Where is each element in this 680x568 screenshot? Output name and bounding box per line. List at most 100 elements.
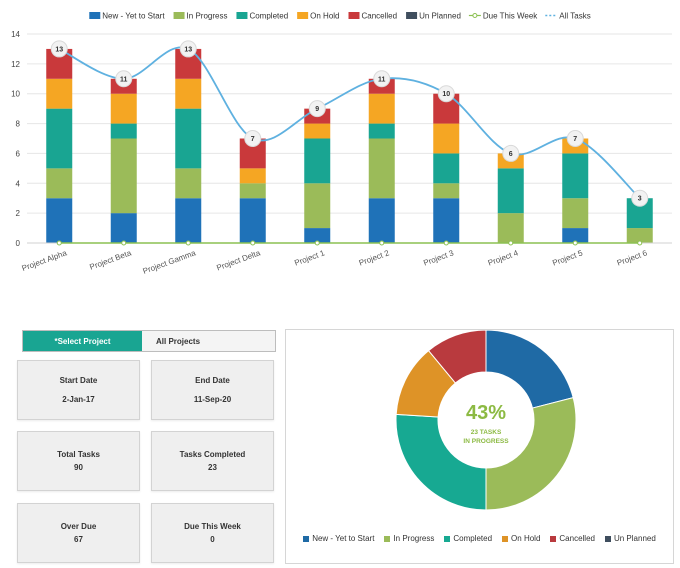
due-this-week-point[interactable] (637, 240, 643, 246)
legend-marker-due-this-week (472, 13, 478, 18)
bar-segment-completed[interactable] (497, 168, 524, 214)
legend-label-all-tasks: All Tasks (559, 12, 590, 21)
bar-segment-in-progress[interactable] (368, 138, 395, 199)
donut-slice-in-progress[interactable] (485, 397, 577, 511)
x-tick-label: Project Alpha (21, 248, 69, 273)
all-tasks-point[interactable] (631, 189, 649, 207)
x-tick-label: Project 3 (422, 248, 455, 267)
bar-segment-new-yet-to-start[interactable] (304, 228, 331, 243)
total-tasks-value: 90 (74, 463, 83, 472)
bar-segment-completed[interactable] (175, 108, 202, 169)
donut-slice-cancelled[interactable] (427, 330, 487, 384)
stacked-bar-chart: 0 2 4 6 8 10 12 14 13 11 13 7 9 11 10 6 7 3 Project Alpha P… (11, 12, 672, 276)
donut-legend: New - Yet to Start In Progress Completed On… (286, 534, 673, 543)
over-due-value: 67 (74, 535, 83, 544)
all-tasks-data-label: 11 (120, 76, 128, 83)
bar-segment-in-progress[interactable] (304, 183, 331, 229)
bar-segment-in-progress[interactable] (626, 228, 653, 243)
donut-center-value: 43% (466, 402, 506, 424)
donut-center-label: 23 TASKS (471, 429, 502, 436)
bar-segment-completed[interactable] (46, 108, 73, 169)
bar-segment-in-progress[interactable] (562, 198, 589, 229)
donut-legend-label: Completed (453, 534, 493, 543)
tab-select-project[interactable]: *Select Project (23, 331, 142, 351)
all-tasks-point[interactable] (566, 130, 584, 147)
all-tasks-point[interactable] (50, 40, 68, 58)
donut-slice-new-yet-to-start[interactable] (485, 330, 574, 409)
due-this-week-point[interactable] (250, 240, 256, 246)
donut-legend-item-new-yet-to-start: New - Yet to Start (303, 534, 374, 543)
x-tick-label: Project 5 (551, 248, 584, 267)
bar-segment-completed[interactable] (368, 123, 395, 139)
x-tick-label: Project Gamma (142, 248, 198, 276)
y-tick-label: 12 (11, 60, 20, 69)
status-donut-chart: 43% 23 TASKS IN PROGRESS (395, 330, 577, 511)
due-this-week-point[interactable] (508, 240, 514, 246)
donut-slice-completed[interactable] (395, 413, 487, 511)
donut-chart-panel: 43% 23 TASKS IN PROGRESS New - Yet to Star… (285, 329, 674, 564)
tasks-completed-card: Tasks Completed 23 (151, 431, 274, 491)
all-tasks-data-label: 6 (509, 151, 513, 158)
legend-label-cancelled: Cancelled (362, 12, 398, 21)
all-tasks-point[interactable] (373, 70, 391, 88)
bar-segment-completed[interactable] (110, 123, 137, 139)
bar-segment-new-yet-to-start[interactable] (175, 198, 202, 243)
end-date-label: End Date (195, 376, 230, 385)
bar-segment-in-progress[interactable] (497, 213, 524, 243)
bar-segment-in-progress[interactable] (239, 183, 266, 199)
bar-segment-in-progress[interactable] (433, 183, 460, 199)
bar-segment-on-hold[interactable] (175, 78, 202, 109)
all-tasks-data-label: 11 (378, 76, 386, 83)
all-tasks-point[interactable] (308, 100, 326, 118)
donut-legend-swatch (502, 535, 509, 542)
bar-segment-new-yet-to-start[interactable] (433, 198, 460, 243)
tasks-completed-value: 23 (208, 463, 217, 472)
x-tick-label: Project 2 (358, 248, 391, 267)
all-tasks-point[interactable] (179, 40, 197, 58)
y-tick-label: 4 (16, 179, 21, 188)
x-tick-label: Project 4 (487, 248, 520, 267)
bar-segment-new-yet-to-start[interactable] (562, 228, 589, 243)
end-date-value: 11-Sep-20 (193, 395, 232, 404)
bar-segment-on-hold[interactable] (304, 123, 331, 139)
x-tick-label: Project 6 (616, 248, 649, 267)
bar-segment-in-progress[interactable] (175, 168, 202, 199)
bar-segment-new-yet-to-start[interactable] (239, 198, 266, 243)
donut-legend-item-in-progress: In Progress (384, 534, 434, 543)
bar-segment-on-hold[interactable] (46, 78, 73, 109)
bar-segment-in-progress[interactable] (46, 168, 73, 199)
bar-segment-on-hold[interactable] (110, 93, 137, 124)
tab-all-projects[interactable]: All Projects (156, 336, 201, 346)
due-this-week-point[interactable] (56, 240, 62, 246)
y-tick-label: 6 (16, 149, 21, 158)
due-this-week-point[interactable] (185, 240, 191, 246)
all-tasks-point[interactable] (115, 70, 133, 88)
x-tick-label: Project 1 (293, 248, 326, 267)
all-tasks-point[interactable] (437, 85, 455, 103)
bar-segment-completed[interactable] (562, 153, 589, 199)
total-tasks-label: Total Tasks (57, 450, 100, 459)
due-this-week-point[interactable] (572, 240, 578, 246)
all-tasks-point[interactable] (244, 130, 262, 147)
total-tasks-card: Total Tasks 90 (17, 431, 140, 491)
project-selector-tabs: *Select Project All Projects (22, 330, 276, 352)
y-tick-label: 0 (16, 239, 21, 248)
bar-segment-new-yet-to-start[interactable] (110, 213, 137, 243)
y-tick-label: 14 (11, 30, 20, 39)
bar-segment-new-yet-to-start[interactable] (46, 198, 73, 243)
over-due-card: Over Due 67 (17, 503, 140, 563)
bar-segment-in-progress[interactable] (110, 138, 137, 214)
bar-segment-completed[interactable] (433, 153, 460, 184)
bar-segment-on-hold[interactable] (368, 93, 395, 124)
bar-segment-completed[interactable] (304, 138, 331, 184)
due-this-week-point[interactable] (121, 240, 127, 246)
due-this-week-point[interactable] (314, 240, 320, 246)
bar-segment-on-hold[interactable] (433, 123, 460, 154)
y-tick-label: 8 (16, 120, 21, 129)
legend-swatch-completed (236, 12, 248, 19)
all-tasks-point[interactable] (502, 144, 520, 162)
due-this-week-point[interactable] (443, 240, 449, 246)
due-this-week-point[interactable] (379, 240, 385, 246)
bar-segment-on-hold[interactable] (239, 168, 266, 184)
bar-segment-new-yet-to-start[interactable] (368, 198, 395, 243)
